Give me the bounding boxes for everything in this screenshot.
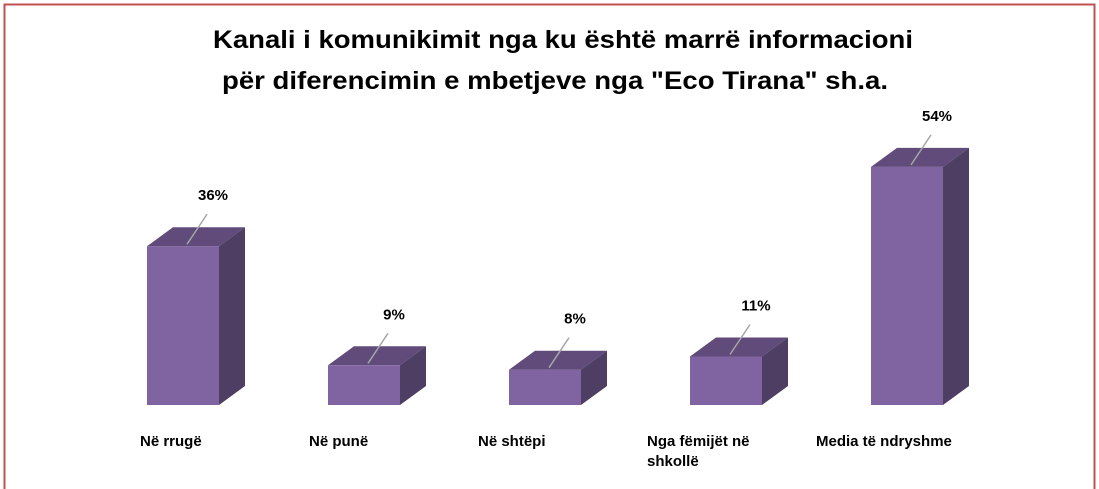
bar bbox=[147, 246, 219, 405]
data-label: 11% bbox=[741, 297, 770, 314]
chart-title: për diferencimin e mbetjeve nga "Eco Tir… bbox=[222, 67, 888, 95]
data-label: 36% bbox=[198, 187, 228, 204]
bar-side bbox=[400, 346, 426, 405]
leader-line bbox=[548, 337, 570, 369]
bar-top bbox=[690, 337, 788, 357]
data-label: 8% bbox=[564, 311, 586, 328]
data-label: 9% bbox=[383, 306, 405, 323]
x-tick-label: Nga fëmijët në shkollë bbox=[647, 433, 750, 470]
x-tick-label: Në rrugë bbox=[140, 433, 202, 450]
bar bbox=[328, 365, 400, 405]
leader-line bbox=[910, 134, 932, 166]
bar-top bbox=[509, 350, 607, 370]
x-tick-label: Media të ndryshme bbox=[816, 433, 952, 450]
bar-side bbox=[581, 350, 607, 405]
bar bbox=[690, 356, 762, 405]
bar-top bbox=[147, 227, 245, 247]
x-tick-label: Në punë bbox=[309, 433, 369, 450]
leader-line bbox=[729, 324, 751, 355]
bar bbox=[509, 369, 581, 405]
bar-side bbox=[943, 147, 969, 406]
bar bbox=[871, 166, 943, 405]
leader-line bbox=[186, 213, 208, 245]
chart-title: Kanali i komunikimit nga ku është marrë … bbox=[213, 26, 913, 54]
bar-side bbox=[762, 337, 788, 405]
bar-side bbox=[219, 227, 245, 405]
x-tick-label: Në shtëpi bbox=[478, 433, 546, 450]
bar-top bbox=[871, 147, 969, 167]
data-label: 54% bbox=[922, 108, 952, 125]
leader-line bbox=[367, 332, 389, 364]
bar-top bbox=[328, 346, 426, 366]
